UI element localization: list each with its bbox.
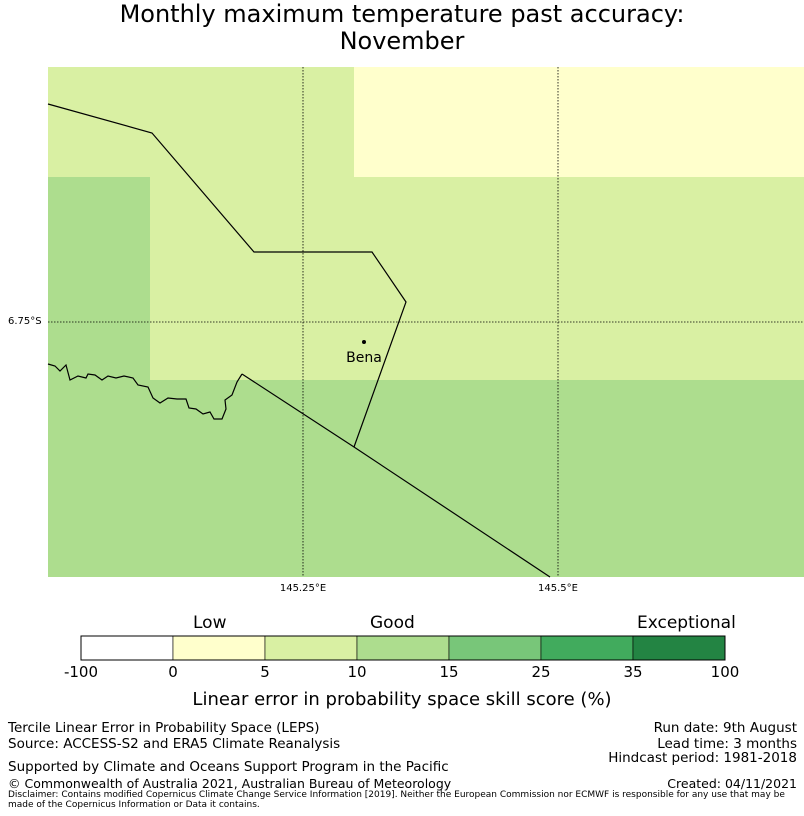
colorbar-segment-4	[448, 635, 542, 661]
colorbar-segment-5	[540, 635, 634, 661]
title-line-1: Monthly maximum temperature past accurac…	[119, 0, 685, 28]
colorbar-segment-2	[264, 635, 358, 661]
colorbar-segment-6	[632, 635, 726, 661]
colorbar-tick-label: -100	[63, 663, 99, 681]
coastline-river	[47, 363, 243, 420]
colorbar-tick-label: 35	[623, 663, 643, 681]
colorbar-tick-label: 25	[531, 663, 551, 681]
footer-method: Tercile Linear Error in Probability Spac…	[8, 720, 320, 736]
footer-support: Supported by Climate and Oceans Support …	[8, 759, 449, 775]
colorbar-tick-label: 100	[710, 663, 740, 681]
province-boundary	[47, 103, 407, 448]
footer-copyright: © Commonwealth of Australia 2021, Austra…	[8, 776, 452, 791]
colorbar	[80, 635, 726, 661]
disclaimer: Disclaimer: Contains modified Copernicus…	[8, 790, 785, 810]
longitude-label-2: 145.5°E	[538, 583, 578, 594]
map-cell-low-0-5	[354, 67, 804, 177]
colorbar-tick-label: 5	[260, 663, 270, 681]
colorbar-segment-1	[172, 635, 266, 661]
town-label: Bena	[346, 350, 382, 366]
longitude-label-1: 145.25°E	[279, 583, 327, 594]
colorbar-tick-label: 15	[439, 663, 459, 681]
province-boundary-south	[241, 373, 551, 578]
colorbar-label-exceptional: Exceptional	[637, 613, 736, 633]
town-marker	[362, 340, 366, 344]
map-canvas	[47, 67, 804, 578]
map-cell-good-10-15-south	[48, 380, 804, 577]
colorbar-outline	[80, 635, 726, 661]
title-line-2: November	[339, 27, 465, 55]
footer-lead-time: Lead time: 3 months	[657, 736, 797, 752]
colorbar-title: Linear error in probability space skill …	[192, 689, 612, 710]
footer-created: Created: 04/11/2021	[667, 776, 797, 791]
colorbar-tick-label: 10	[347, 663, 367, 681]
colorbar-label-low: Low	[193, 613, 227, 633]
latitude-label: 6.75°S	[8, 316, 42, 327]
colorbar-segment-0	[80, 635, 174, 661]
footer-source: Source: ACCESS-S2 and ERA5 Climate Reana…	[8, 736, 341, 752]
colorbar-label-good: Good	[370, 613, 415, 633]
footer-hindcast: Hindcast period: 1981-2018	[608, 750, 797, 766]
footer-run-date: Run date: 9th August	[653, 720, 797, 736]
colorbar-tick-label: 0	[168, 663, 178, 681]
colorbar-segment-3	[356, 635, 450, 661]
